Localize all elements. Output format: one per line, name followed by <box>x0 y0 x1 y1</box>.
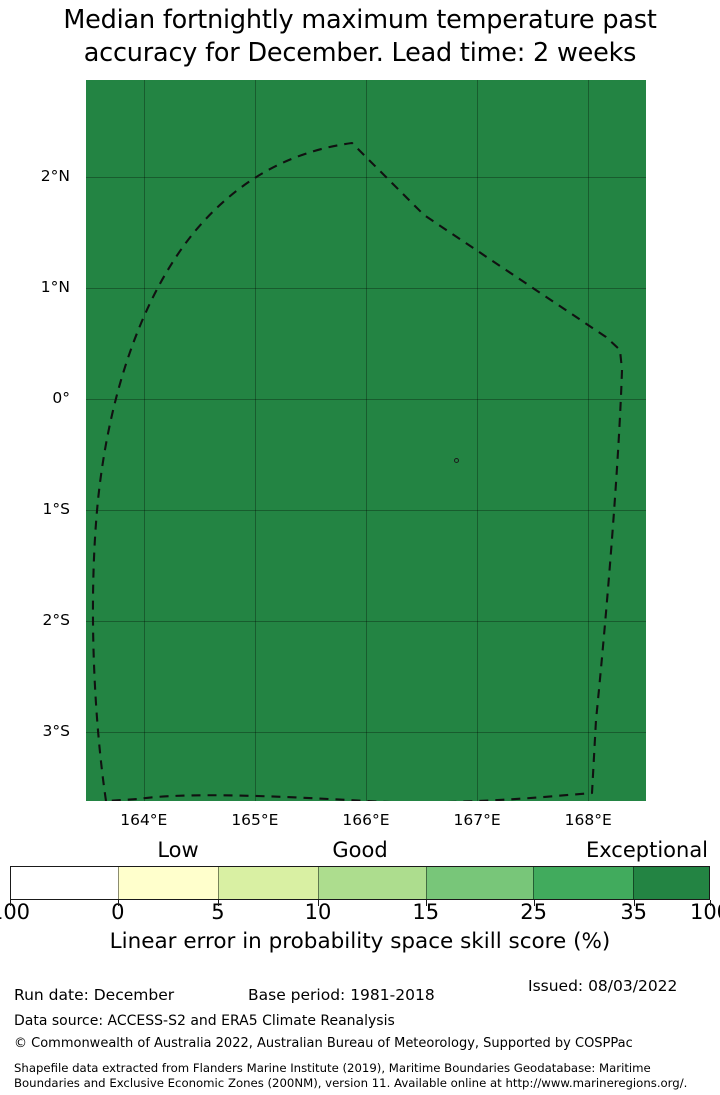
y-axis-tick-label: 0° <box>52 388 70 407</box>
gridline-vertical <box>254 80 256 801</box>
colorbar-category-label: Exceptional <box>585 838 709 862</box>
colorbar-segment[interactable] <box>632 867 709 899</box>
gridline-horizontal <box>86 176 646 178</box>
gridline-vertical <box>477 80 479 801</box>
chart-title: Median fortnightly maximum temperature p… <box>0 4 720 70</box>
colorbar-tick-label: 100 <box>0 900 31 924</box>
colorbar-tick-mark <box>217 900 220 906</box>
y-axis-tick-label: 1°S <box>42 499 70 518</box>
x-axis-tick-label: 168°E <box>564 811 612 829</box>
footer-copyright: © Commonwealth of Australia 2022, Austra… <box>14 1036 633 1051</box>
colorbar-tick-label: 100 <box>689 900 720 924</box>
colorbar-tick-label: 25 <box>520 900 547 924</box>
gridline-vertical <box>588 80 590 801</box>
colorbar-segment[interactable] <box>118 867 219 899</box>
colorbar-axis-label: Linear error in probability space skill … <box>109 929 611 954</box>
x-axis-tick-label: 167°E <box>453 811 501 829</box>
chart-title-line2: accuracy for December. Lead time: 2 week… <box>83 38 637 68</box>
colorbar-segment[interactable] <box>11 867 119 899</box>
footer-shapefile-line1: Shapefile data extracted from Flanders M… <box>14 1061 651 1075</box>
chart-title-line1: Median fortnightly maximum temperature p… <box>63 5 657 35</box>
gridline-horizontal <box>86 287 646 289</box>
gridline-vertical <box>143 80 145 801</box>
island-marker <box>453 458 459 463</box>
colorbar-tick-mark <box>533 900 535 906</box>
footer-data-source: Data source: ACCESS-S2 and ERA5 Climate … <box>14 1013 395 1029</box>
x-axis-tick-label: 164°E <box>120 811 168 829</box>
colorbar-category-label: Low <box>157 838 199 862</box>
y-axis-tick-label: 1°N <box>40 277 70 296</box>
colorbar-tick-mark <box>710 900 712 906</box>
footer-run-date: Run date: December <box>14 986 175 1004</box>
y-axis-tick-label: 2°N <box>40 166 70 185</box>
colorbar-tick-label: 15 <box>412 900 440 924</box>
colorbar-tick-mark <box>10 900 12 906</box>
gridline-vertical <box>366 80 367 801</box>
colorbar-tick-label: 10 <box>304 900 332 924</box>
y-axis-tick-label: 2°S <box>42 611 70 629</box>
gridline-horizontal <box>86 398 646 400</box>
footer-shapefile-line2: Boundaries and Exclusive Economic Zones … <box>14 1076 688 1090</box>
colorbar-tick-label: 35 <box>620 900 648 924</box>
colorbar-segment[interactable] <box>218 867 319 899</box>
gridline-horizontal <box>86 732 646 734</box>
footer-issued: Issued: 08/03/2022 <box>528 977 678 995</box>
colorbar-tick-label: 5 <box>211 900 225 924</box>
x-axis-tick-label: 166°E <box>342 811 390 829</box>
colorbar-tick-mark <box>117 900 120 906</box>
colorbar-segment[interactable] <box>533 867 633 899</box>
colorbar-category-label: Good <box>332 838 388 862</box>
colorbar-tick-mark <box>318 900 320 906</box>
gridline-horizontal <box>86 621 646 622</box>
x-axis-tick-label: 165°E <box>231 811 279 829</box>
colorbar-tick-mark <box>633 900 635 906</box>
colorbar-tick-label: 0 <box>111 900 125 924</box>
footer-base-period: Base period: 1981-2018 <box>248 986 435 1004</box>
colorbar[interactable] <box>10 866 710 900</box>
colorbar-tick-mark <box>425 900 428 906</box>
y-axis-tick-label: 3°S <box>42 722 70 741</box>
gridline-horizontal <box>86 509 646 511</box>
colorbar-segment[interactable] <box>425 867 534 899</box>
colorbar-segment[interactable] <box>318 867 426 899</box>
eez-boundary <box>91 141 624 801</box>
map-plot-area[interactable] <box>86 80 646 801</box>
